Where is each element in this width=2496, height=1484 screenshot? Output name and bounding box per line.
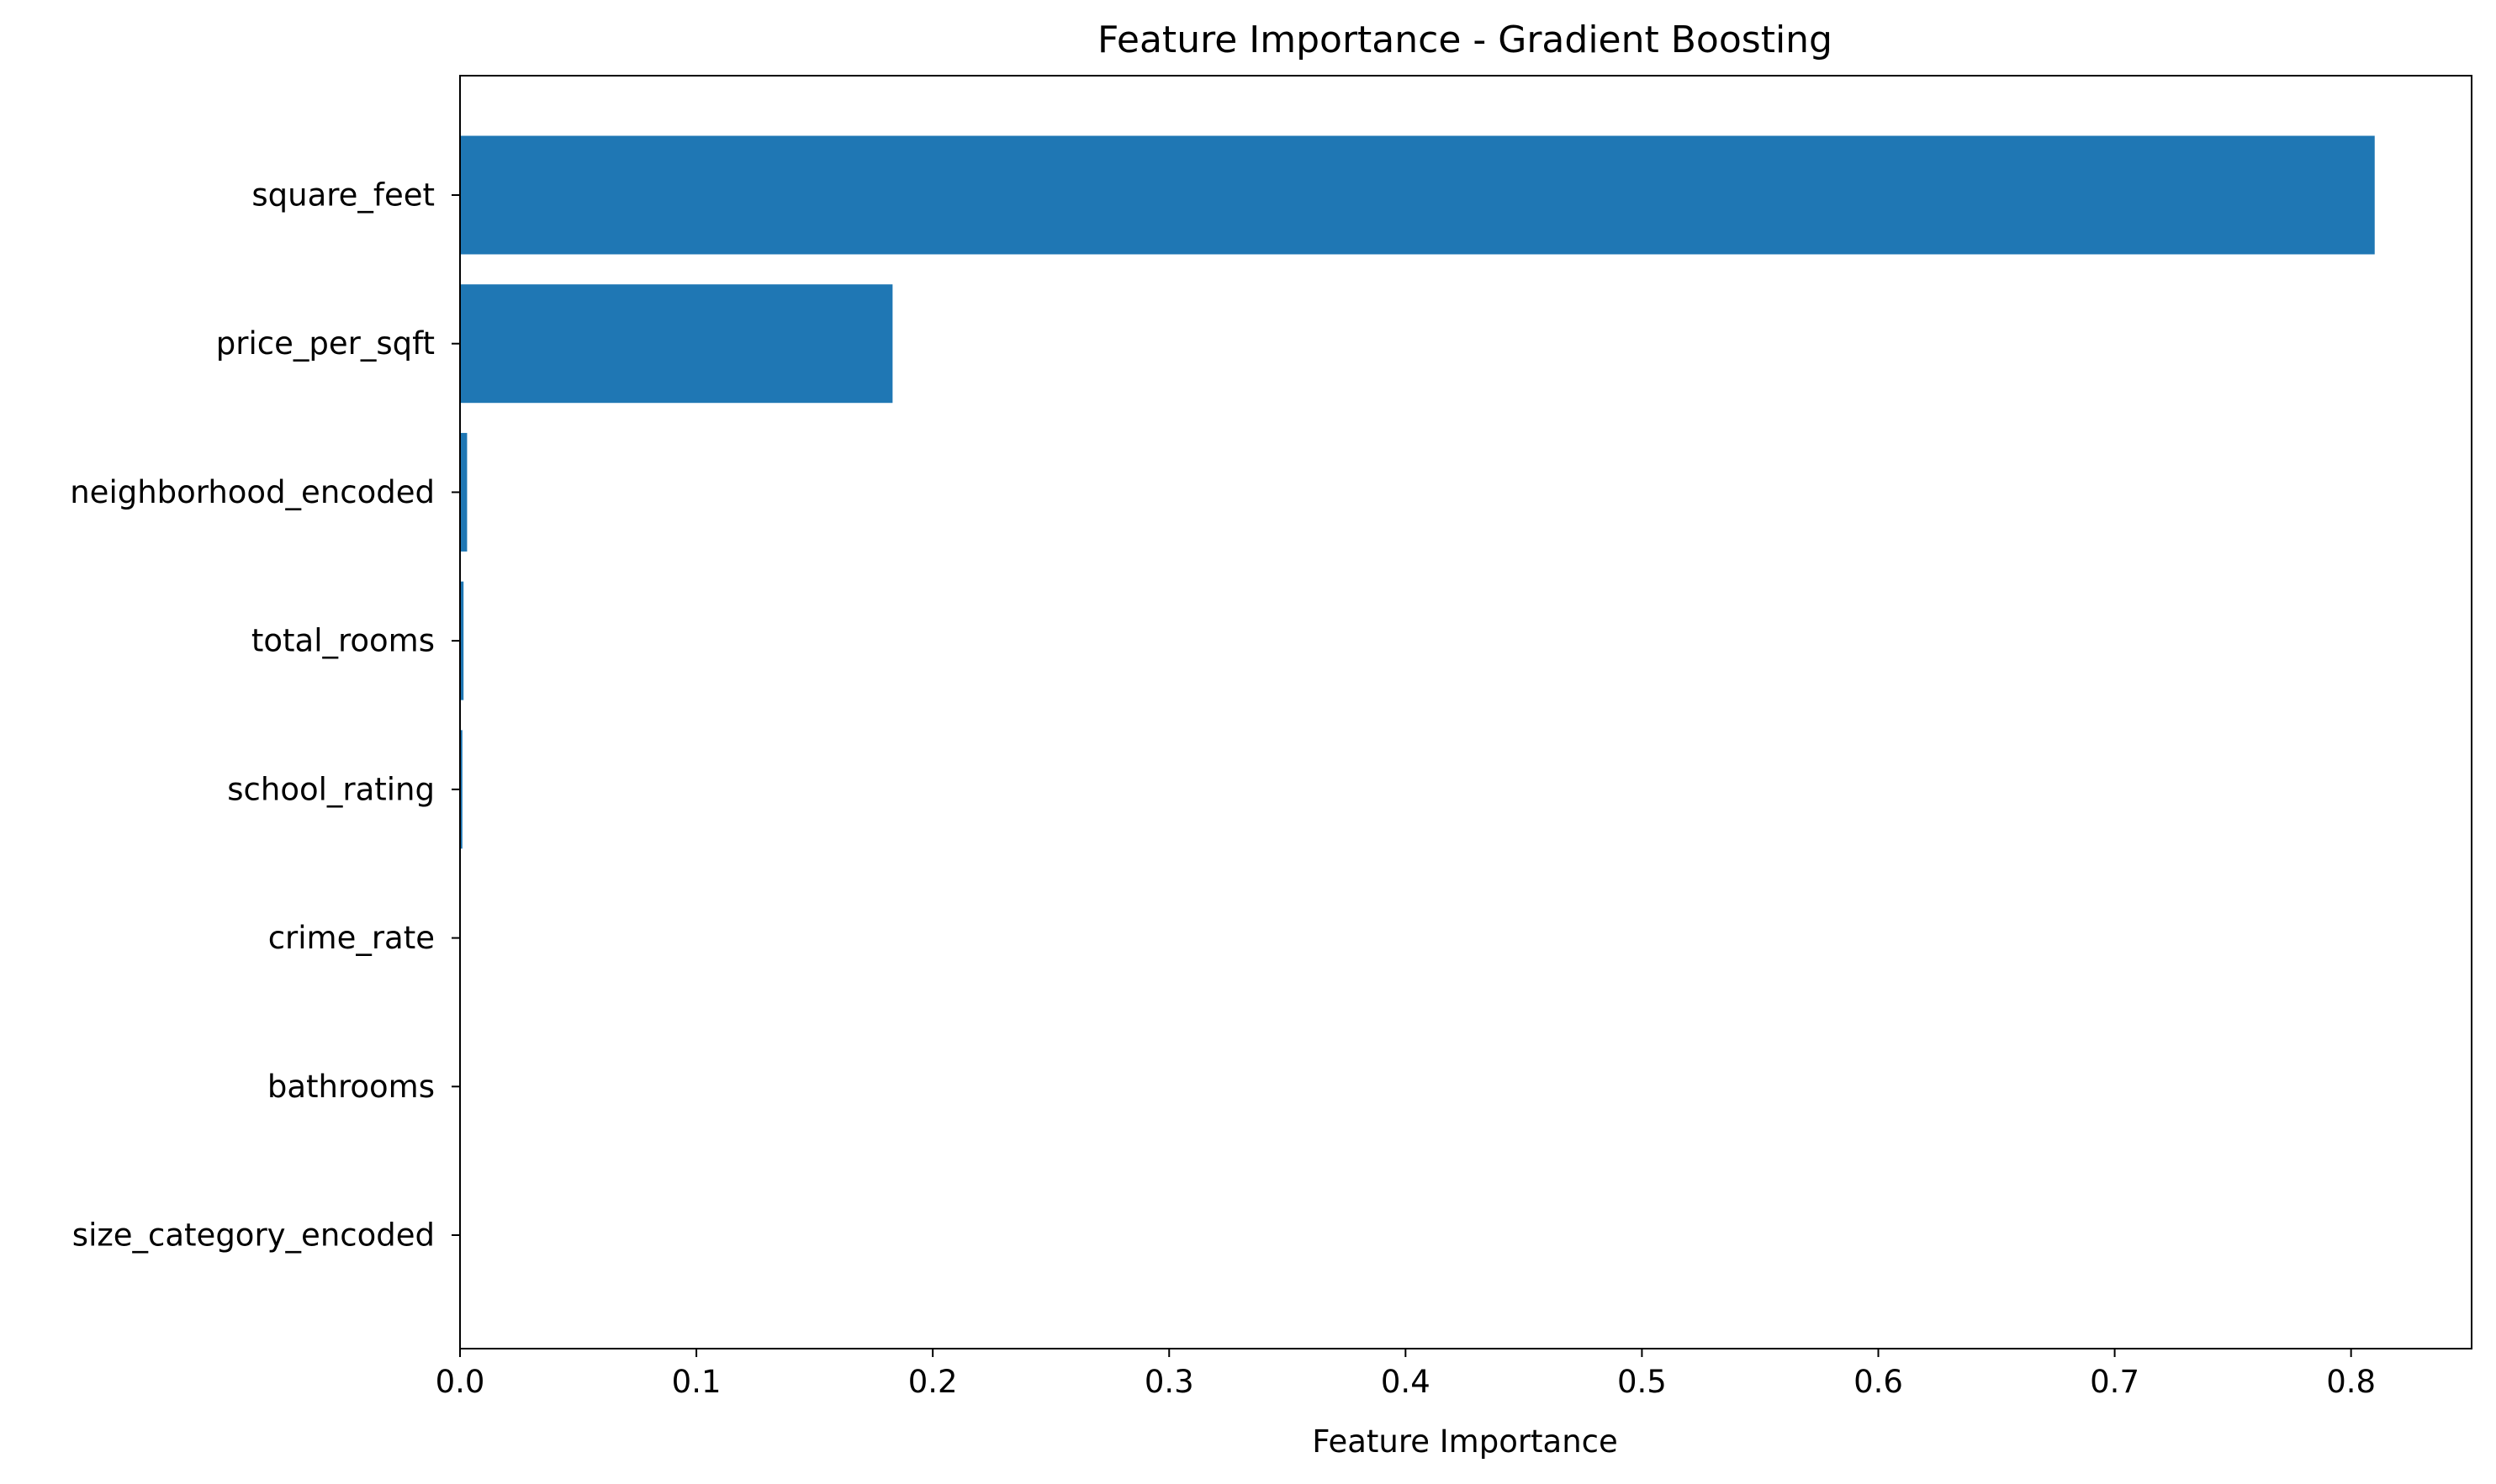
y-tick-label: school_rating [227,771,435,807]
x-tick-label: 0.7 [2090,1364,2139,1400]
x-tick-label: 0.2 [908,1364,958,1400]
bar-square-feet [460,135,2375,255]
y-tick-label: bathrooms [267,1069,435,1105]
x-tick-label: 0.5 [1617,1364,1667,1400]
y-tick-label: total_rooms [251,623,435,659]
y-tick-label: neighborhood_encoded [70,474,435,510]
chart-title: Feature Importance - Gradient Boosting [1097,18,1832,61]
y-tick-label: crime_rate [268,920,435,956]
x-tick-label: 0.0 [436,1364,485,1400]
bar-school-rating [460,730,463,849]
y-tick-label: square_feet [251,177,435,214]
x-tick-label: 0.3 [1145,1364,1194,1400]
x-tick-label: 0.6 [1853,1364,1903,1400]
y-tick-label: size_category_encoded [72,1217,435,1254]
y-tick-label: price_per_sqft [216,325,435,362]
y-ticks-group: square_feet price_per_sqft neighborhood_en… [70,177,460,1254]
bars-group [460,135,2375,1295]
bar-total-rooms [460,581,464,700]
x-tick-label: 0.8 [2326,1364,2376,1400]
bar-price-per-sqft [460,284,893,404]
x-tick-label: 0.1 [672,1364,722,1400]
plot-frame [459,75,2472,1349]
x-tick-label: 0.4 [1381,1364,1430,1400]
bar-neighborhood-encoded [460,432,468,552]
x-axis-label: Feature Importance [1312,1423,1618,1460]
x-ticks-group: 0.0 0.1 0.2 0.3 0.4 0.5 0.6 0.7 0.8 [436,1349,2376,1400]
